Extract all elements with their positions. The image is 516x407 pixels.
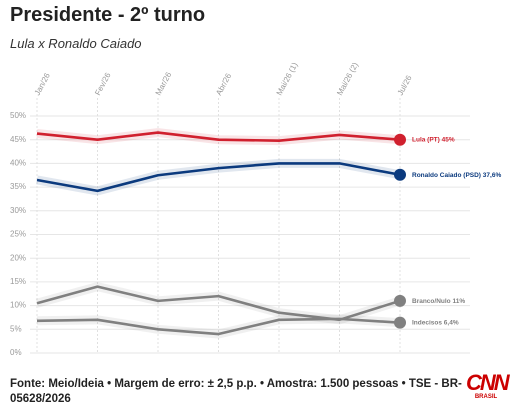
value-label: 11% — [452, 298, 465, 305]
end-label: Indecisos 6,4% — [412, 319, 459, 326]
y-tick-label: 45% — [10, 135, 26, 144]
end-label: Branco/Nulo 11% — [412, 298, 465, 305]
source-note: Fonte: Meio/Ideia • Margem de erro: ± 2,… — [10, 378, 462, 405]
y-tick-label: 20% — [10, 253, 26, 262]
x-tick-label: Jan/26 — [33, 71, 52, 97]
x-tick-label: Abr/26 — [214, 71, 233, 97]
end-marker — [394, 294, 406, 307]
line — [36, 131, 401, 142]
series-name: Ronaldo Caiado (PSD) — [412, 171, 481, 178]
end-label: Lula (PT) 45% — [412, 136, 455, 143]
chart-subtitle: Lula x Ronaldo Caiado — [10, 36, 142, 51]
y-tick-label: 35% — [10, 182, 26, 191]
y-tick-label: 5% — [10, 324, 22, 333]
end-marker — [394, 133, 406, 146]
value-label: 6,4% — [444, 319, 459, 326]
chart: 0% 5% 10% 15% 20% 25% 30% 35% 40% 45% 50% Jan/26 Fev… — [10, 61, 501, 357]
y-tick-label: 50% — [10, 111, 26, 120]
line — [36, 162, 401, 193]
y-tick-label: 10% — [10, 301, 26, 310]
series-name: Branco/Nulo — [412, 298, 451, 305]
y-tick-label: 30% — [10, 206, 26, 215]
line — [36, 317, 401, 336]
y-tick-label: 40% — [10, 159, 26, 168]
x-tick-label: Jul/26 — [396, 73, 414, 97]
chart-title: Presidente - 2º turno — [10, 4, 206, 26]
x-tick-label: Fev/26 — [93, 71, 113, 97]
end-marker — [394, 168, 406, 181]
y-tick-label: 15% — [10, 277, 26, 286]
x-tick-label: Mai/26 (2) — [335, 61, 360, 97]
logo-text: CNN — [466, 370, 510, 395]
end-marker — [394, 316, 406, 329]
x-tick-label: Mai/26 (1) — [275, 61, 300, 97]
y-tick-label: 0% — [10, 348, 22, 357]
series-name: Indecisos — [412, 319, 442, 326]
logo-subtext: BRASIL — [474, 394, 498, 400]
value-label: 37,6% — [483, 171, 502, 178]
end-label: Ronaldo Caiado (PSD) 37,6% — [412, 171, 501, 178]
series-name: Lula (PT) — [412, 136, 440, 143]
value-label: 45% — [442, 136, 455, 143]
y-tick-label: 25% — [10, 230, 26, 239]
logo: CNN BRASIL — [466, 370, 510, 401]
x-tick-label: Mar/26 — [154, 70, 174, 97]
